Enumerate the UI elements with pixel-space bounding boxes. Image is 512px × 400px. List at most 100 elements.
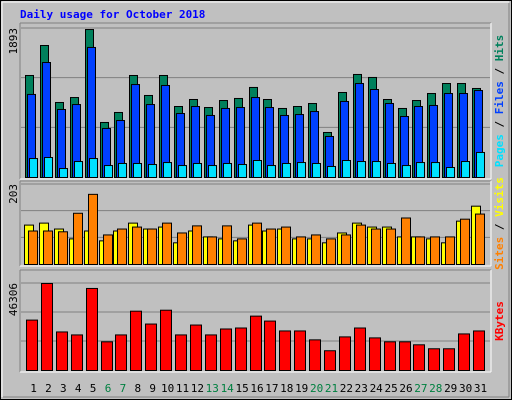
bar (190, 324, 202, 372)
x-tick-label: 26 (399, 382, 412, 395)
bar (133, 162, 142, 179)
bar (324, 350, 336, 371)
legend-entry: KBytes (493, 301, 506, 341)
legend: Pages / Files / Hits (493, 35, 506, 168)
bar (279, 330, 291, 372)
bar (369, 337, 381, 371)
x-tick-label: 5 (90, 382, 97, 395)
bar (444, 93, 453, 178)
bar (222, 225, 232, 265)
bar (160, 309, 172, 371)
x-tick-label: 23 (355, 382, 368, 395)
bar (357, 161, 366, 178)
bar (223, 162, 232, 179)
bar (354, 327, 366, 371)
x-tick-label: 11 (176, 382, 189, 395)
bar (461, 161, 470, 178)
x-tick-label: 3 (60, 382, 67, 395)
x-tick-label: 16 (250, 382, 263, 395)
x-tick-label: 7 (120, 382, 127, 395)
bar (208, 165, 217, 178)
bar (402, 165, 411, 178)
x-tick-label: 10 (161, 382, 174, 395)
x-tick-label: 15 (235, 382, 248, 395)
bar (460, 218, 470, 266)
bar (399, 341, 411, 371)
legend-separator: / (493, 217, 506, 237)
bar (88, 193, 98, 265)
bar (341, 234, 351, 265)
bar (29, 158, 38, 178)
legend-entry: Hits (493, 35, 506, 62)
bar (297, 162, 306, 179)
bar (118, 162, 127, 179)
bar (58, 231, 68, 265)
bar (386, 228, 396, 265)
y-tick-label: 203 (7, 184, 20, 204)
bar (371, 228, 381, 265)
bar (250, 315, 262, 371)
bar (326, 238, 336, 265)
bar (476, 151, 485, 179)
bar (281, 226, 291, 265)
bar (253, 159, 262, 178)
bar (446, 167, 455, 178)
bar (339, 336, 351, 371)
bar (74, 161, 83, 178)
x-tick-label: 17 (265, 382, 278, 395)
bar (294, 330, 306, 372)
bar (266, 228, 276, 265)
bar (71, 334, 83, 371)
bar (26, 319, 38, 372)
x-tick-label: 20 (310, 382, 323, 395)
bar (193, 162, 202, 179)
bar (162, 222, 172, 266)
bar (192, 225, 202, 265)
bar (205, 334, 217, 371)
bar (103, 234, 113, 265)
bar (445, 236, 455, 265)
bar (43, 230, 53, 265)
legend-entry: Files (493, 81, 506, 114)
bar (57, 108, 66, 178)
x-tick-label: 2 (45, 382, 52, 395)
bar (428, 348, 440, 371)
bar (309, 339, 321, 371)
x-tick-label: 28 (429, 382, 442, 395)
bar (475, 213, 485, 266)
bar (177, 232, 187, 265)
bar (147, 228, 157, 265)
bar (238, 164, 247, 179)
bar (89, 158, 98, 178)
bar (132, 226, 142, 265)
y-tick-label: 46306 (7, 283, 20, 316)
bar (413, 344, 425, 372)
bar (356, 224, 366, 265)
bar (44, 157, 53, 179)
bar (443, 348, 455, 371)
legend-entry: Pages (493, 134, 506, 167)
bar (175, 334, 187, 371)
x-tick-label: 4 (75, 382, 82, 395)
x-tick-label: 1 (30, 382, 37, 395)
x-tick-label: 12 (191, 382, 204, 395)
x-tick-label: 6 (105, 382, 112, 395)
bar (115, 334, 127, 371)
bar (104, 165, 113, 178)
x-tick-label: 25 (384, 382, 397, 395)
bar (148, 164, 157, 179)
bar (87, 46, 96, 178)
bar (473, 330, 485, 372)
bar (282, 162, 291, 179)
bar (327, 165, 336, 178)
bar (264, 320, 276, 371)
x-tick-label: 30 (459, 382, 472, 395)
y-tick-label: 1893 (7, 28, 20, 55)
bar (267, 165, 276, 178)
bar (312, 162, 321, 179)
bar (56, 331, 68, 372)
x-tick-label: 24 (370, 382, 384, 395)
x-tick-label: 31 (474, 382, 487, 395)
